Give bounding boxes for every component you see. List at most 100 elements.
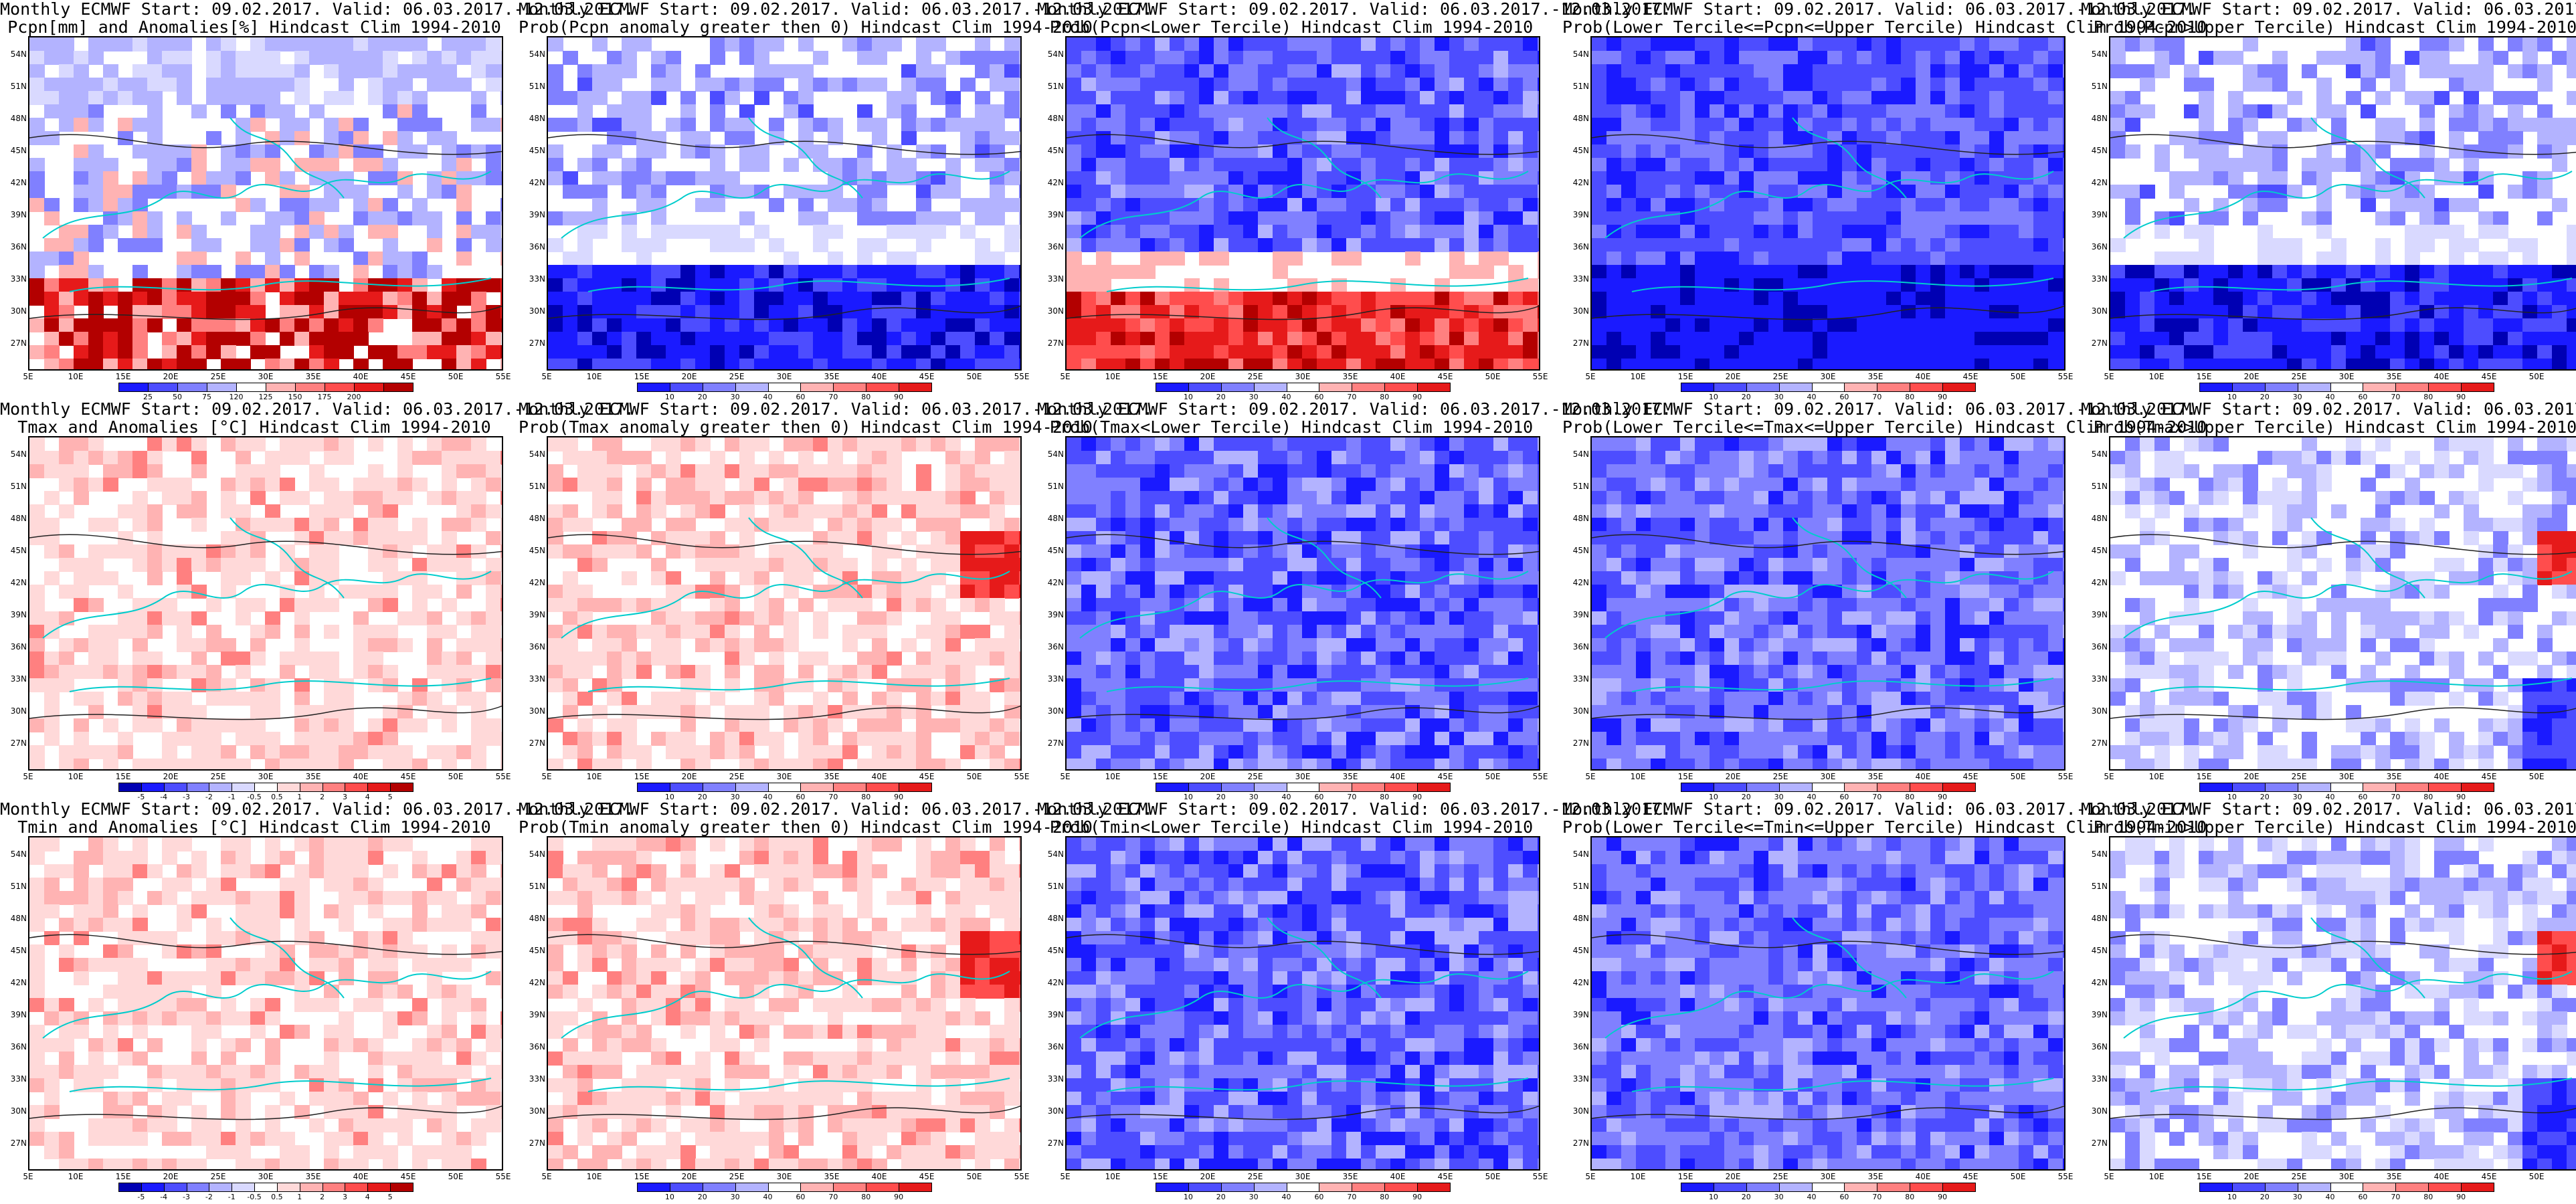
field-cell (1111, 238, 1126, 252)
field-cell (1813, 51, 1828, 65)
field-cell (1901, 64, 1916, 78)
field-cell (2361, 265, 2376, 279)
colorbar-segment (148, 383, 178, 392)
field-cell (1493, 211, 1509, 225)
field-cell (265, 238, 280, 252)
field-cell (1508, 265, 1524, 279)
field-cell (1331, 158, 1347, 172)
field-cell (1184, 305, 1200, 319)
field-cell (1435, 359, 1450, 369)
field-cell (798, 144, 814, 159)
field-cell (872, 464, 887, 478)
field-cell (607, 292, 622, 306)
field-cell (754, 625, 769, 639)
field-cell (960, 345, 976, 359)
field-cell (1302, 451, 1317, 465)
field-cell (2019, 51, 2034, 65)
field-cell (1405, 451, 1420, 465)
field-cell (1390, 51, 1406, 65)
field-cell (1302, 37, 1317, 52)
field-cell (1768, 158, 1784, 172)
field-cell (59, 332, 74, 346)
field-cell (1287, 464, 1303, 478)
field-cell (1081, 104, 1097, 118)
field-cell (1493, 252, 1509, 266)
field-cell (769, 558, 784, 572)
map-panel: Monthly ECMWF Start: 09.02.2017. Valid: … (2081, 0, 2576, 401)
field-cell (1435, 332, 1450, 346)
field-cell (1798, 305, 1813, 319)
field-cell (383, 359, 398, 369)
field-cell (2464, 118, 2479, 132)
field-cell (1214, 37, 1229, 52)
field-cell (2522, 185, 2538, 199)
field-cell (2493, 51, 2508, 65)
field-cell (1405, 318, 1420, 332)
field-cell (1258, 64, 1273, 78)
colorbar-segment (702, 783, 736, 792)
field-cell (1096, 318, 1111, 332)
field-cell (1155, 225, 1170, 239)
field-cell (397, 478, 413, 492)
field-cell (798, 332, 814, 346)
field-cell (236, 464, 251, 478)
field-cell (548, 585, 563, 599)
colorbar-segment (2231, 383, 2266, 392)
field-cell (1930, 78, 1946, 92)
field-cell (221, 638, 236, 652)
field-cell (577, 278, 593, 292)
field-cell (1184, 185, 1200, 199)
field-cell (725, 598, 740, 612)
field-cell (1827, 158, 1843, 172)
field-cell (1783, 305, 1799, 319)
field-cell (1405, 131, 1420, 145)
panel-title-line1: Monthly ECMWF Start: 09.02.2017. Valid: … (519, 399, 1154, 419)
field-cell (813, 651, 828, 666)
field-cell (265, 692, 280, 706)
field-cell (887, 91, 902, 105)
field-cell (2361, 305, 2376, 319)
field-cell (1508, 437, 1524, 452)
field-cell (1464, 265, 1479, 279)
field-cell (1916, 37, 1931, 52)
field-cell (2419, 144, 2435, 159)
field-cell (1067, 51, 1082, 65)
field-cell (250, 732, 266, 746)
lat-label: 27N (529, 338, 545, 348)
field-cell (2493, 305, 2508, 319)
field-cell (1331, 78, 1347, 92)
field-cell (945, 544, 961, 559)
field-cell (1081, 185, 1097, 199)
field-cell (1435, 198, 1450, 212)
field-cell (857, 198, 872, 212)
field-cell (1827, 238, 1843, 252)
field-cell (1886, 225, 1902, 239)
field-cell (975, 198, 990, 212)
field-cell (916, 705, 931, 719)
field-cell (2390, 118, 2405, 132)
field-cell (2184, 265, 2199, 279)
field-cell (383, 718, 398, 732)
field-cell (191, 144, 207, 159)
field-cell (901, 64, 917, 78)
field-cell (577, 451, 593, 465)
field-cell (1842, 211, 1857, 225)
field-cell (842, 345, 858, 359)
field-cell (2552, 318, 2567, 332)
field-cell (2478, 185, 2494, 199)
field-cell (1111, 491, 1126, 505)
field-cell (1724, 51, 1740, 65)
field-cell (1754, 225, 1769, 239)
field-cell (177, 665, 192, 679)
field-cell (118, 211, 133, 225)
field-cell (828, 345, 843, 359)
field-cell (309, 225, 325, 239)
field-cell (44, 692, 60, 706)
field-cell (901, 104, 917, 118)
field-cell (456, 558, 472, 572)
colorbar-label: 3 (342, 793, 347, 801)
colorbar-label: 30 (1774, 393, 1784, 401)
field-cell (1989, 51, 2005, 65)
field-cell (916, 665, 931, 679)
field-cell (651, 265, 666, 279)
